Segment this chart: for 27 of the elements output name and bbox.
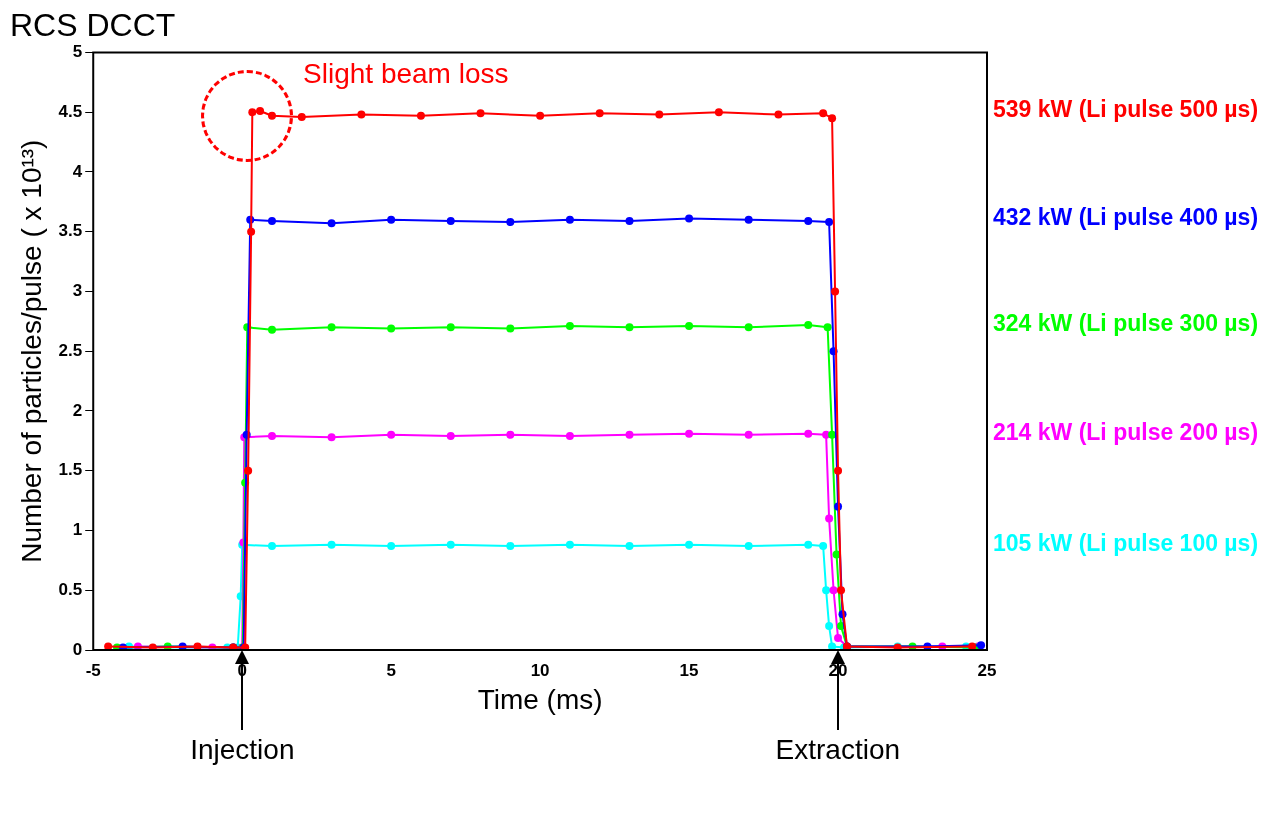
chart-title: RCS DCCT [10,7,176,44]
y-tick-label: 0.5 [58,579,83,599]
annotation: Extraction [775,734,901,766]
y-tick-label: 5 [72,42,83,62]
x-tick-label: 5 [386,660,396,680]
y-tick-label: 1 [72,520,83,540]
y-tick-label: 0 [72,639,83,659]
text: 324 kW (Li pulse 300 µs) [993,310,1259,337]
y-tick-label: 4 [72,161,83,181]
x-tick-label: 15 [679,660,699,680]
x-tick-label: 25 [977,660,997,680]
y-tick-label: 3.5 [58,221,83,241]
annotation: Injection [190,734,295,766]
y-tick-label: 2.5 [58,340,83,360]
y-tick-label: 2 [72,400,83,420]
annotation: Slight beam loss [303,58,509,91]
text: 539 kW (Li pulse 500 µs) [993,96,1259,123]
y-tick-label: 3 [72,281,83,301]
x-tick-label: -5 [85,660,101,680]
y-tick-label: 4.5 [58,101,83,121]
x-tick-label: 10 [530,660,550,680]
text: 105 kW (Li pulse 100 µs) [993,530,1259,557]
text: 214 kW (Li pulse 200 µs) [993,419,1259,446]
x-axis-title: Time (ms) [477,683,603,715]
y-tick-label: 1.5 [58,460,83,480]
text: 432 kW (Li pulse 400 µs) [993,203,1259,230]
y-axis-title: Number of particles/pulse ( x 10¹³) [15,139,47,563]
